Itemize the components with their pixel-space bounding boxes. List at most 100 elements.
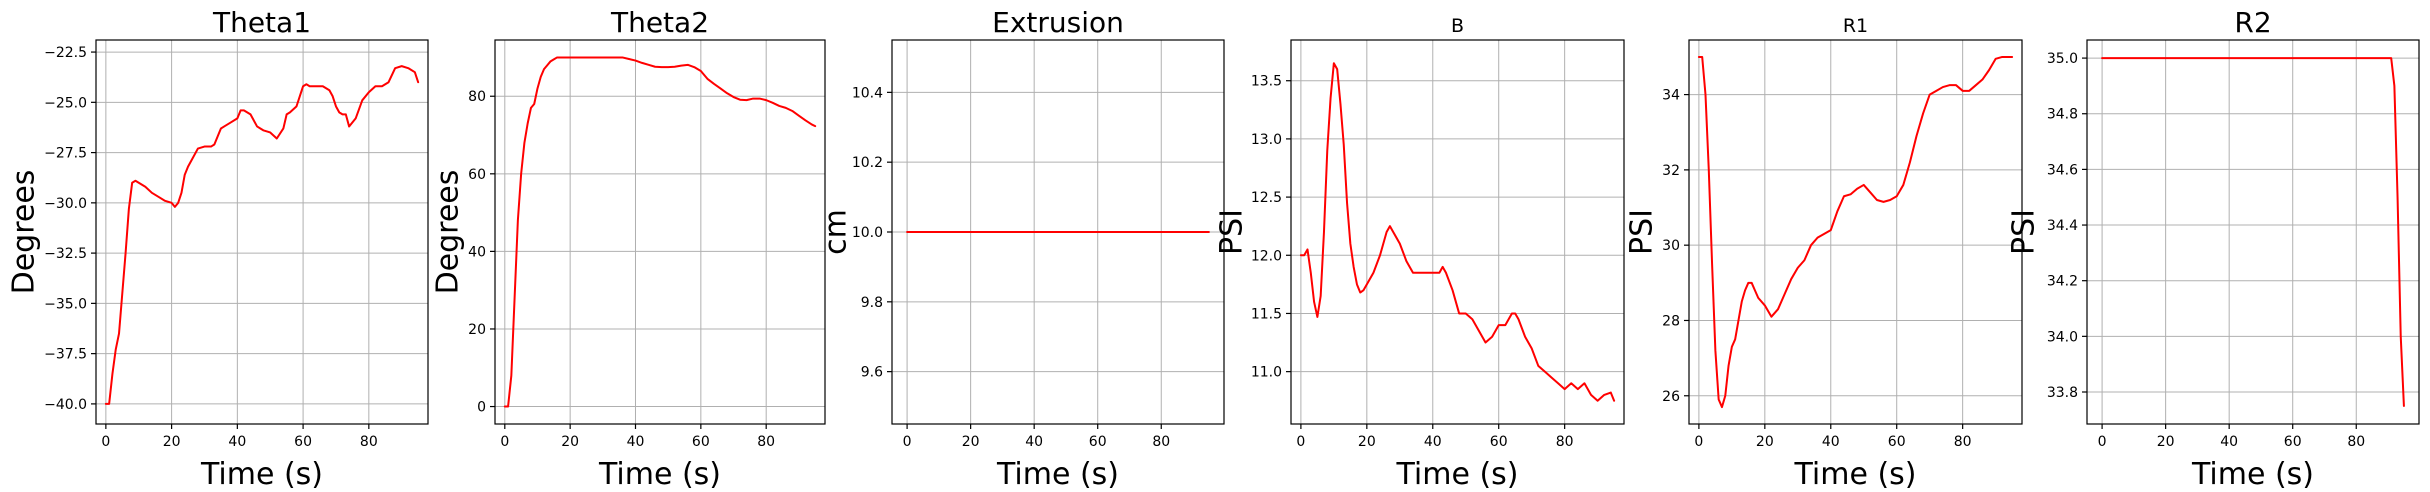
subplot-6: 0 20 40 60 80 33.8 34.0 34.2 34.4 34.6 34.8 35.0 R2 T…: [2007, 6, 2420, 492]
y-tick-label: −30.0: [44, 196, 87, 212]
y-tick-label: −32.5: [44, 246, 87, 262]
y-tick-label: 34.6: [2047, 162, 2078, 178]
x-tick-label: 20: [962, 434, 980, 450]
x-tick-label: 80: [1556, 434, 1574, 450]
y-tick-label: 34: [1662, 88, 1680, 104]
x-tick-label: 60: [2284, 434, 2302, 450]
y-tick-label: 80: [468, 89, 486, 105]
x-tick-label: 40: [1822, 434, 1840, 450]
x-tick-label: 80: [1954, 434, 1972, 450]
x-axis-label: Time (s): [200, 457, 323, 492]
x-tick-label: 80: [360, 434, 378, 450]
x-tick-label: 60: [1089, 434, 1107, 450]
y-tick-label: 10.2: [852, 155, 883, 171]
y-tick-label: 0: [477, 400, 486, 416]
y-axis-label: PSI: [1215, 209, 1250, 255]
x-tick-label: 40: [2220, 434, 2238, 450]
y-tick-label: 12.5: [1251, 190, 1282, 206]
plot-frame: [2086, 39, 2420, 425]
plot-frame: [95, 39, 429, 425]
chart-title: R1: [1843, 15, 1868, 37]
y-tick-label: 33.8: [2047, 385, 2078, 401]
y-tick-label: −27.5: [44, 146, 87, 162]
y-tick-label: 35.0: [2047, 51, 2078, 67]
y-tick-label: 60: [468, 167, 486, 183]
y-tick-label: 28: [1662, 313, 1680, 329]
x-tick-label: 0: [1296, 434, 1305, 450]
y-tick-label: 10.4: [852, 85, 883, 101]
y-axis-label: PSI: [2007, 209, 2042, 255]
y-axis-label: Degrees: [7, 170, 42, 295]
y-tick-label: 9.6: [861, 365, 883, 381]
x-axis-label: Time (s): [1794, 457, 1917, 492]
y-axis-label: PSI: [1625, 209, 1660, 255]
x-tick-label: 20: [163, 434, 181, 450]
y-tick-label: 34.2: [2047, 274, 2078, 290]
plot-frame: [494, 39, 826, 425]
plot-frame: [1290, 39, 1625, 425]
y-tick-label: 12.0: [1251, 248, 1282, 264]
x-tick-label: 20: [2157, 434, 2175, 450]
plot-frame: [1688, 39, 2023, 425]
series-line: [503, 56, 817, 408]
x-axis-label: Time (s): [996, 457, 1119, 492]
y-tick-label: −35.0: [44, 296, 87, 312]
y-tick-label: 20: [468, 322, 486, 338]
x-tick-label: 0: [500, 434, 509, 450]
subplot-2: 0 20 40 60 80 0 20 40 60 80 Theta2 Time (s) Degrees: [431, 6, 826, 492]
chart-title: Theta1: [212, 6, 311, 39]
x-tick-label: 80: [1152, 434, 1170, 450]
x-axis-label: Time (s): [1396, 457, 1519, 492]
x-tick-label: 40: [1424, 434, 1442, 450]
x-tick-label: 60: [1888, 434, 1906, 450]
y-tick-label: 11.0: [1251, 365, 1282, 381]
y-tick-label: −40.0: [44, 397, 87, 413]
series-line: [1299, 62, 1616, 402]
x-tick-label: 80: [2347, 434, 2365, 450]
y-tick-label: 13.5: [1251, 74, 1282, 90]
y-tick-label: −37.5: [44, 347, 87, 363]
x-tick-label: 60: [692, 434, 710, 450]
y-tick-label: 34.0: [2047, 329, 2078, 345]
y-tick-label: −22.5: [44, 45, 87, 61]
x-tick-label: 40: [1025, 434, 1043, 450]
series-line: [2101, 57, 2405, 407]
x-tick-label: 0: [903, 434, 912, 450]
y-tick-label: −25.0: [44, 95, 87, 111]
x-axis-label: Time (s): [2191, 457, 2314, 492]
y-tick-label: 34.8: [2047, 107, 2078, 123]
x-tick-label: 40: [627, 434, 645, 450]
subplot-5: 0 20 40 60 80 26 28 30 32 34 R1 Time (s) PSI: [1625, 15, 2023, 492]
x-tick-label: 20: [1358, 434, 1376, 450]
x-tick-label: 20: [561, 434, 579, 450]
y-tick-label: 9.8: [861, 295, 883, 311]
chart-title: R2: [2234, 6, 2271, 39]
x-tick-label: 60: [294, 434, 312, 450]
y-tick-label: 11.5: [1251, 306, 1282, 322]
series-line: [104, 65, 420, 405]
x-tick-label: 40: [228, 434, 246, 450]
subplot-1: 0 20 40 60 80 −40.0 −37.5 −35.0 −32.5 −30.0 −27.5 −…: [7, 6, 429, 492]
y-tick-label: 26: [1662, 389, 1680, 405]
y-tick-label: 40: [468, 244, 486, 260]
chart-title: B: [1451, 15, 1464, 37]
y-axis-label: cm: [819, 209, 854, 255]
series-line: [1697, 55, 2014, 409]
x-axis-label: Time (s): [598, 457, 721, 492]
y-axis-label: Degrees: [431, 170, 466, 295]
subplot-3: 0 20 40 60 80 9.6 9.8 10.0 10.2 10.4 Extrusion Time…: [819, 6, 1225, 492]
y-tick-label: 32: [1662, 163, 1680, 179]
chart-title: Theta2: [610, 6, 709, 39]
x-tick-label: 80: [757, 434, 775, 450]
x-tick-label: 0: [2098, 434, 2107, 450]
y-tick-label: 34.4: [2047, 218, 2078, 234]
y-tick-label: 13.0: [1251, 132, 1282, 148]
x-tick-label: 20: [1756, 434, 1774, 450]
x-tick-label: 0: [1694, 434, 1703, 450]
y-tick-label: 30: [1662, 238, 1680, 254]
y-tick-label: 10.0: [852, 225, 883, 241]
subplot-4: 0 20 40 60 80 11.0 11.5 12.0 12.5 13.0 13.5 B Time (…: [1215, 15, 1625, 492]
x-tick-label: 60: [1490, 434, 1508, 450]
